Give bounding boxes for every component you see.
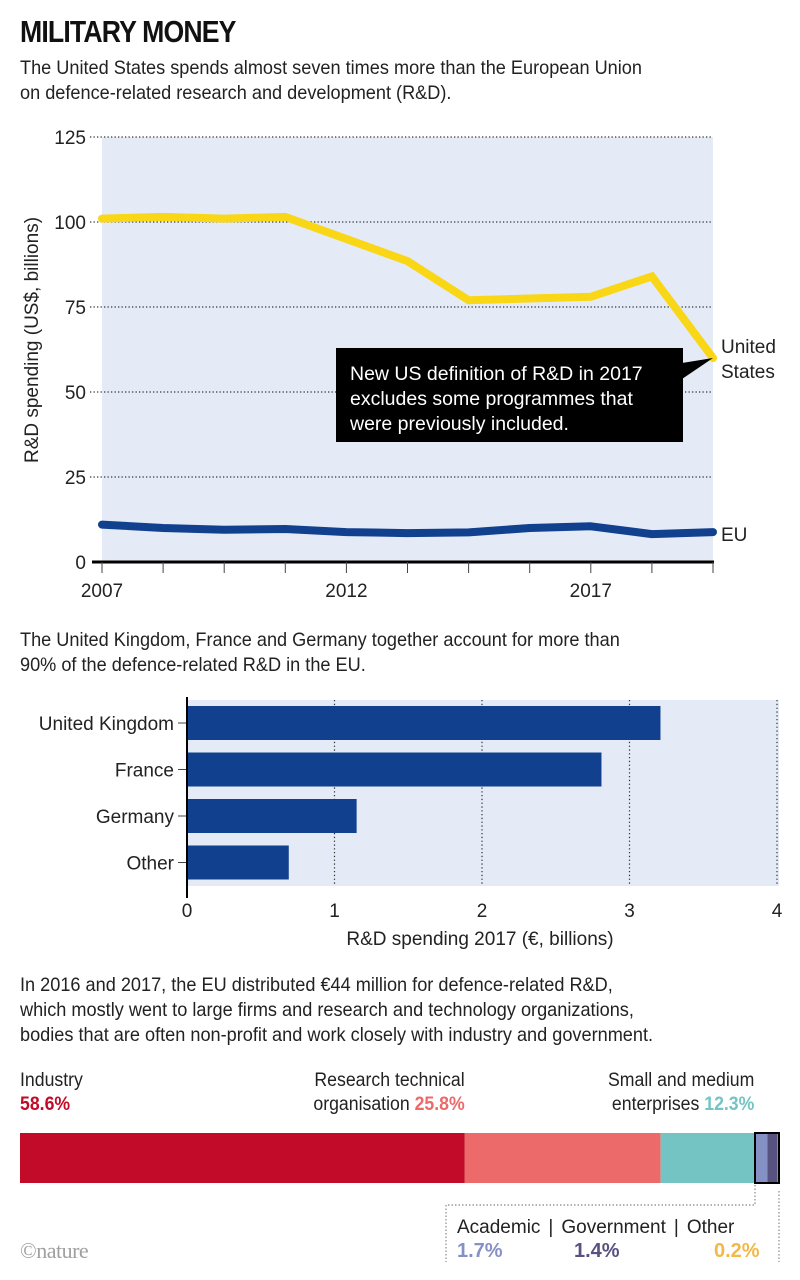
line-chart: 0 25 50 75 100 125 R&D spending (US$, billion… bbox=[22, 128, 776, 602]
segment-small-and-medium-enterprises bbox=[660, 1133, 754, 1183]
series-line-united-states bbox=[98, 212, 717, 362]
y-tick-label: 75 bbox=[65, 298, 86, 319]
stack-intro-line-2: which mostly went to large firms and res… bbox=[20, 999, 634, 1021]
callout-line-1: New US definition of R&D in 2017 bbox=[350, 363, 643, 385]
bracket-line-left bbox=[445, 1185, 756, 1262]
y-tick-label: 25 bbox=[65, 468, 86, 489]
separator-1: | bbox=[548, 1217, 554, 1238]
x-tick-label: 2017 bbox=[570, 581, 612, 602]
label-rto-line2: organisation bbox=[313, 1094, 410, 1115]
bar-chart: United Kingdom France Germany Other 0 1 2 3 4 R… bbox=[39, 697, 783, 950]
label-academic-name: Academic bbox=[457, 1217, 541, 1238]
x-tick-labels: 0 1 2 3 4 bbox=[182, 901, 783, 922]
bar-germany bbox=[187, 799, 357, 833]
label-sme: Small and medium enterprises 12.3% bbox=[608, 1069, 754, 1117]
label-rto: Research technical organisation 25.8% bbox=[314, 1069, 465, 1117]
label-industry-name: Industry bbox=[20, 1070, 83, 1091]
x-tick-label: 1 bbox=[329, 901, 340, 922]
label-other-pct: 0.2% bbox=[714, 1240, 760, 1262]
callout-box bbox=[336, 348, 683, 442]
segment-research-technical-organisation bbox=[464, 1133, 661, 1183]
segment-government bbox=[767, 1133, 778, 1183]
label-government-pct: 1.4% bbox=[574, 1240, 620, 1262]
stack-intro-line-3: bodies that are often non-profit and wor… bbox=[20, 1024, 654, 1046]
label-industry: Industry 58.6% bbox=[20, 1069, 83, 1117]
stack-segments bbox=[20, 1133, 779, 1183]
series-label-us-line1: United bbox=[721, 337, 776, 358]
y-tick-label: 125 bbox=[54, 128, 86, 149]
x-tick-label: 2007 bbox=[81, 581, 123, 602]
stack-intro-line-1: In 2016 and 2017, the EU distributed €44… bbox=[20, 974, 613, 996]
label-sme-pct: 12.3% bbox=[703, 1094, 754, 1115]
bar-france bbox=[187, 752, 602, 787]
x-axis-label: R&D spending 2017 (€, billions) bbox=[346, 929, 613, 950]
x-tick-label: 4 bbox=[772, 901, 783, 922]
annotation-callout: New US definition of R&D in 2017 exclude… bbox=[336, 348, 713, 442]
callout-line-3: were previously included. bbox=[349, 413, 569, 435]
subtitle-line-1: The United States spends almost seven ti… bbox=[20, 57, 642, 79]
x-axis bbox=[92, 560, 714, 573]
label-sme-line1: Small and medium bbox=[607, 1070, 754, 1091]
x-tick-label: 2 bbox=[477, 901, 488, 922]
category-label: United Kingdom bbox=[39, 714, 174, 735]
category-label: France bbox=[115, 761, 174, 782]
bar-other bbox=[187, 845, 289, 880]
label-industry-pct: 58.6% bbox=[20, 1094, 71, 1115]
x-tick-label: 0 bbox=[182, 901, 193, 922]
series-label-us-line2: States bbox=[721, 362, 775, 383]
x-tick-labels: 2007 2012 2017 bbox=[81, 581, 612, 602]
stacked-bar-chart bbox=[20, 1132, 780, 1262]
y-tick-label: 100 bbox=[54, 213, 86, 234]
series-line-eu bbox=[98, 520, 717, 539]
label-rto-pct: 25.8% bbox=[414, 1094, 465, 1115]
nature-copyright-logo: ©nature bbox=[20, 1238, 89, 1263]
callout-line-2: excludes some programmes that bbox=[350, 388, 633, 410]
series-label-eu: EU bbox=[721, 525, 747, 546]
callout-pointer bbox=[682, 358, 713, 379]
y-axis-label: R&D spending (US$, billions) bbox=[22, 217, 43, 463]
category-label: Germany bbox=[96, 807, 175, 828]
segment-industry bbox=[20, 1133, 465, 1183]
y-tick-label: 0 bbox=[75, 553, 86, 574]
small-segments-outline bbox=[754, 1132, 780, 1184]
label-government-name: Government bbox=[561, 1217, 666, 1238]
label-sme-line2: enterprises bbox=[611, 1094, 699, 1115]
category-labels: United Kingdom France Germany Other bbox=[39, 714, 187, 875]
label-rto-line1: Research technical bbox=[314, 1070, 465, 1091]
segment-academic bbox=[755, 1133, 768, 1183]
y-tick-label: 50 bbox=[65, 383, 86, 404]
bars bbox=[187, 706, 661, 880]
separator-2: | bbox=[673, 1217, 679, 1238]
category-label: Other bbox=[126, 854, 174, 875]
y-tick-labels: 0 25 50 75 100 125 bbox=[54, 128, 86, 574]
bar-intro-line-1: The United Kingdom, France and Germany t… bbox=[20, 629, 620, 651]
label-academic-pct: 1.7% bbox=[457, 1240, 503, 1262]
bar-united-kingdom bbox=[187, 706, 661, 740]
chart-title: MILITARY MONEY bbox=[20, 14, 236, 49]
x-tick-label: 3 bbox=[624, 901, 635, 922]
x-tick-label: 2012 bbox=[325, 581, 367, 602]
subtitle-line-2: on defence-related research and developm… bbox=[20, 82, 452, 104]
label-other-name: Other bbox=[686, 1217, 735, 1238]
label-small-categories: Academic | Government | Other bbox=[457, 1216, 734, 1240]
bar-intro-line-2: 90% of the defence-related R&D in the EU… bbox=[20, 654, 366, 676]
